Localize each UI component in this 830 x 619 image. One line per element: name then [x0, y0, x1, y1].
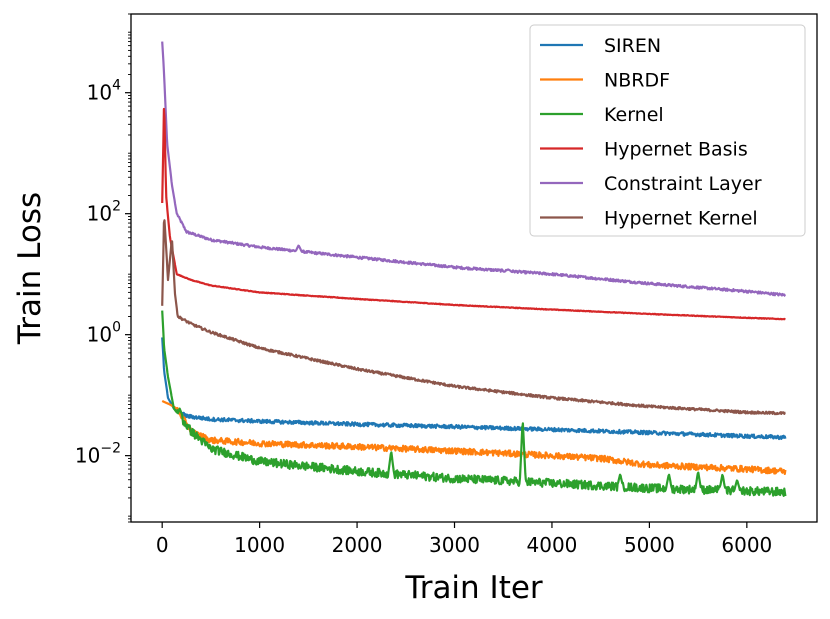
y-tick-label: 104	[87, 78, 121, 105]
series-line-hypernet-basis	[161, 107, 786, 321]
y-tick-label: 102	[87, 199, 121, 226]
series-line-kernel	[161, 310, 787, 497]
y-tick-base: 10	[87, 81, 112, 105]
y-tick-label: 100	[87, 320, 121, 347]
legend-box	[529, 24, 806, 237]
x-axis-ticks: 0 1000 2000 3000 4000 5000 6000	[156, 522, 772, 557]
legend-label: SIREN	[604, 35, 661, 57]
x-tick-label: 1000	[234, 533, 285, 557]
x-tick-label: 5000	[624, 533, 675, 557]
series-line-hypernet-kernel	[161, 219, 786, 416]
series-line-constraint-layer	[161, 41, 787, 298]
x-tick-label: 3000	[429, 533, 480, 557]
y-tick-exponent: 4	[112, 78, 121, 94]
series-line-nbrdf	[161, 400, 787, 475]
legend-label: Hypernet Kernel	[604, 208, 758, 230]
legend-label: Kernel	[604, 104, 664, 126]
x-axis-title: Train Iter	[404, 570, 543, 606]
axes-frame	[130, 13, 818, 523]
y-tick-label: 10−2	[75, 441, 121, 468]
x-tick-label: 2000	[332, 533, 383, 557]
y-tick-base: 10	[87, 202, 112, 226]
y-tick-exponent: 0	[112, 320, 121, 336]
legend-label: NBRDF	[604, 70, 670, 92]
legend: SIREN NBRDF Kernel Hypernet Basis Constraint…	[529, 24, 806, 237]
y-axis-title: Train Loss	[12, 192, 48, 345]
legend-label: Constraint Layer	[604, 173, 762, 195]
x-tick-label: 4000	[527, 533, 578, 557]
y-tick-exponent: −2	[100, 441, 121, 457]
x-tick-label: 6000	[721, 533, 772, 557]
y-tick-base: 10	[75, 444, 100, 468]
plot-frame	[130, 13, 818, 523]
x-tick-label: 0	[156, 533, 169, 557]
series-lines	[161, 41, 787, 497]
y-tick-base: 10	[87, 323, 112, 347]
series-line-siren	[161, 337, 787, 441]
legend-label: Hypernet Basis	[604, 139, 748, 161]
y-tick-exponent: 2	[112, 199, 121, 215]
